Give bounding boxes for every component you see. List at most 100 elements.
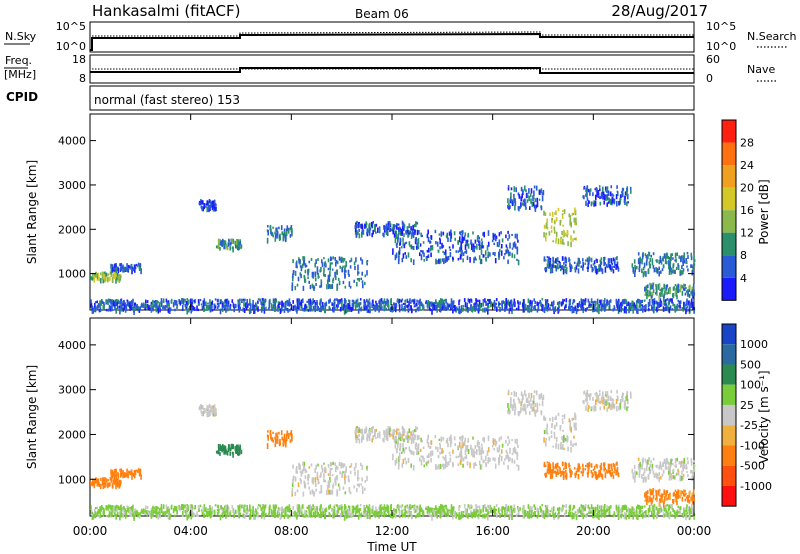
range-gate-cell xyxy=(361,231,363,238)
range-gate-cell xyxy=(652,505,654,512)
range-gate-cell xyxy=(691,293,694,299)
range-gate-cell xyxy=(342,486,345,490)
range-gate-cell xyxy=(160,507,163,513)
range-gate-cell xyxy=(113,471,115,476)
range-gate-cell xyxy=(507,249,510,255)
range-gate-cell xyxy=(546,308,549,311)
range-gate-cell xyxy=(116,508,118,513)
range-gate-cell xyxy=(103,479,105,486)
range-gate-cell xyxy=(191,514,193,518)
range-gate-cell xyxy=(404,513,406,518)
range-gate-cell xyxy=(480,508,483,514)
range-gate-cell xyxy=(459,247,461,252)
colorbar-tick-label: 8 xyxy=(740,249,747,262)
range-gate-cell xyxy=(150,507,153,512)
range-gate-cell xyxy=(460,453,462,459)
range-gate-cell xyxy=(377,227,379,233)
range-gate-cell xyxy=(358,483,361,488)
range-gate-cell xyxy=(471,308,474,313)
range-gate-cell xyxy=(511,201,514,207)
range-gate-cell xyxy=(603,257,605,261)
range-gate-cell xyxy=(598,304,601,309)
range-gate-cell xyxy=(386,228,389,233)
range-gate-cell xyxy=(300,479,302,484)
range-gate-cell xyxy=(582,263,585,268)
range-gate-cell xyxy=(117,273,119,277)
range-gate-cell xyxy=(274,303,276,309)
range-gate-cell xyxy=(638,266,641,273)
range-gate-cell xyxy=(526,199,529,203)
range-gate-cell xyxy=(429,308,431,312)
range-gate-cell xyxy=(624,306,626,311)
range-gate-cell xyxy=(126,263,128,269)
range-gate-cell xyxy=(294,510,296,517)
range-gate-cell xyxy=(547,258,549,263)
range-gate-cell xyxy=(122,303,124,307)
range-gate-cell xyxy=(292,259,294,264)
range-gate-cell xyxy=(551,217,553,221)
range-gate-cell xyxy=(338,280,341,286)
range-gate-cell xyxy=(562,507,564,511)
range-gate-cell xyxy=(447,461,450,466)
range-gate-cell xyxy=(559,264,561,269)
range-gate-cell xyxy=(647,284,649,289)
range-gate-cell xyxy=(422,241,425,244)
range-gate-cell xyxy=(596,512,599,519)
range-gate-cell xyxy=(432,510,434,516)
range-gate-cell xyxy=(320,281,323,288)
range-gate-cell xyxy=(416,505,418,509)
range-gate-cell xyxy=(170,505,173,509)
range-gate-cell xyxy=(275,432,277,436)
range-gate-cell xyxy=(615,264,617,270)
range-gate-cell xyxy=(304,468,307,474)
range-gate-cell xyxy=(592,263,595,266)
range-gate-cell xyxy=(617,191,619,197)
range-gate-cell xyxy=(288,301,291,307)
range-gate-cell xyxy=(300,273,302,279)
range-gate-cell xyxy=(330,490,332,495)
range-gate-cell xyxy=(656,511,659,516)
range-gate-cell xyxy=(551,218,553,223)
range-gate-cell xyxy=(138,306,140,310)
range-gate-cell xyxy=(131,472,134,476)
range-gate-cell xyxy=(202,411,204,417)
range-gate-cell xyxy=(111,264,114,267)
range-gate-cell xyxy=(685,287,687,290)
range-gate-cell xyxy=(618,513,621,519)
range-gate-cell xyxy=(314,477,317,483)
range-gate-cell xyxy=(359,302,361,306)
range-gate-cell xyxy=(454,513,456,517)
range-gate-cell xyxy=(648,308,650,311)
range-gate-cell xyxy=(546,514,549,517)
range-gate-cell xyxy=(267,435,269,441)
range-gate-cell xyxy=(543,212,545,216)
range-gate-cell xyxy=(121,307,124,312)
range-gate-cell xyxy=(101,480,104,486)
range-gate-cell xyxy=(487,508,489,512)
range-gate-cell xyxy=(558,260,561,264)
range-gate-cell xyxy=(587,504,590,509)
range-gate-cell xyxy=(655,259,657,262)
range-gate-cell xyxy=(408,232,410,236)
range-gate-cell xyxy=(142,510,144,513)
range-gate-cell xyxy=(473,510,476,516)
range-gate-cell xyxy=(228,444,230,448)
range-gate-cell xyxy=(582,261,584,265)
range-gate-cell xyxy=(110,505,112,511)
range-gate-cell xyxy=(592,506,594,513)
range-gate-cell xyxy=(583,302,585,305)
range-gate-cell xyxy=(599,201,602,206)
range-gate-cell xyxy=(341,472,343,478)
range-gate-cell xyxy=(284,302,286,307)
range-gate-cell xyxy=(363,510,365,513)
range-gate-cell xyxy=(283,433,286,437)
range-gate-cell xyxy=(116,483,118,486)
range-gate-cell xyxy=(676,294,678,300)
range-gate-cell xyxy=(644,293,646,296)
range-gate-cell xyxy=(368,507,371,512)
range-gate-cell xyxy=(223,447,225,452)
range-gate-cell xyxy=(627,507,630,512)
range-gate-cell xyxy=(412,224,414,230)
range-gate-cell xyxy=(459,231,462,236)
range-gate-cell xyxy=(410,431,412,436)
